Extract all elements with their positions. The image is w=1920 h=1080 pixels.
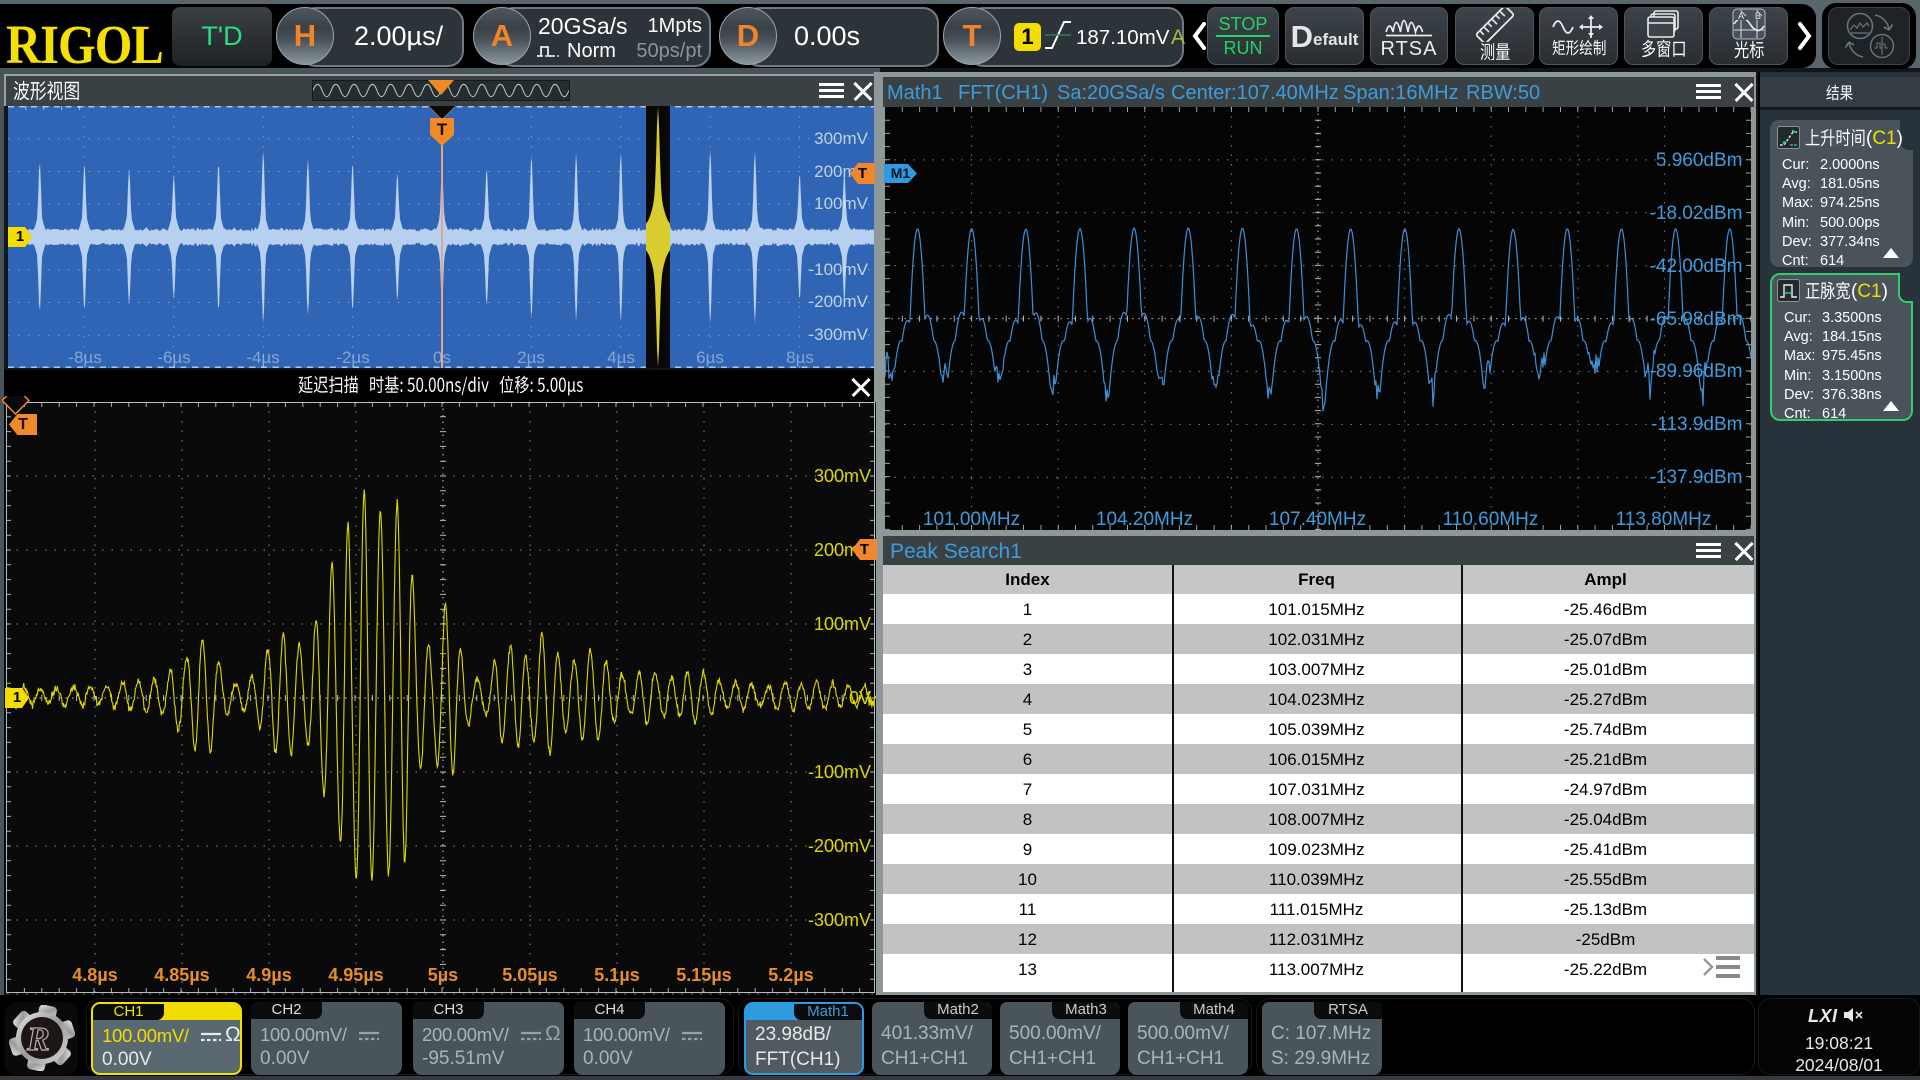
svg-text:B: B bbox=[1755, 11, 1761, 21]
svg-text:A: A bbox=[1738, 11, 1744, 21]
svg-text:R: R bbox=[26, 1021, 50, 1058]
